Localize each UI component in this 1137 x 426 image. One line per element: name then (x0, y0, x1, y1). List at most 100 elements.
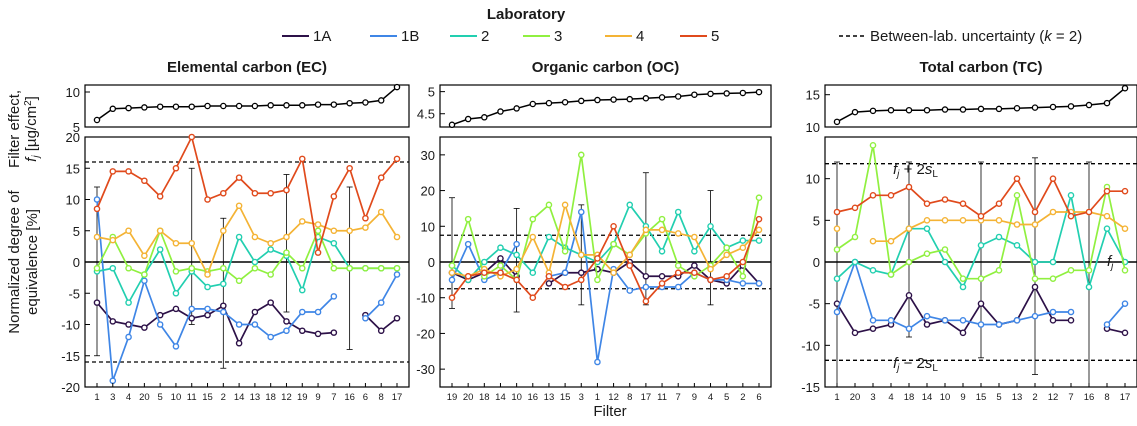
series-point (977, 212, 985, 220)
series-point (220, 308, 227, 316)
y-label-bottom-line1: Normalized degree of (6, 189, 23, 333)
series-point (235, 233, 243, 241)
series-point (481, 258, 488, 266)
series-point (1067, 192, 1075, 199)
series-point (851, 258, 859, 266)
xtick-label: 6 (363, 392, 368, 403)
xtick-label: 1 (94, 392, 99, 403)
xtick-label: 18 (265, 392, 276, 403)
series-point (513, 265, 520, 273)
filter-effect-point (1085, 101, 1093, 109)
filter-effect-point (299, 102, 306, 109)
filter-effect-point (141, 104, 148, 111)
filter-effect-point (448, 121, 456, 129)
series-3 (833, 142, 1129, 282)
series-point (959, 200, 967, 207)
series-point (172, 268, 180, 275)
series-point (561, 283, 569, 291)
xtick-label: 10 (940, 392, 951, 403)
series-point (1103, 187, 1111, 195)
series-point (1121, 329, 1129, 337)
xtick-label: 5 (724, 392, 729, 403)
series-point (1031, 208, 1039, 216)
filter-effect-point (267, 102, 274, 109)
series-point (529, 269, 537, 277)
xtick-label: 15 (202, 392, 213, 403)
series-point (172, 305, 180, 313)
series-point (93, 233, 101, 241)
series-point (393, 233, 401, 241)
series-point (1067, 317, 1075, 324)
series-point (204, 283, 211, 291)
filter-effect-point (513, 105, 520, 112)
filter-effect-point (626, 95, 633, 103)
series-point (561, 269, 569, 277)
series-point (739, 237, 747, 244)
y-label-top-line1: Filter effect, (6, 90, 23, 168)
series-point (755, 194, 763, 202)
series-point (642, 297, 650, 305)
series-point (156, 246, 164, 253)
deviation-ytick-label: 10 (421, 219, 435, 234)
series-point (362, 214, 369, 222)
xtick-label: 16 (528, 392, 539, 403)
series-point (851, 329, 859, 337)
series-point (869, 192, 877, 199)
filter-effect-point (1121, 84, 1129, 92)
deviation-ytick-label: 0 (813, 255, 820, 270)
filter-effect-point (346, 99, 353, 107)
series-point (577, 208, 585, 216)
series-point (235, 339, 243, 347)
series-point (1031, 258, 1039, 266)
panel-title: Elemental carbon (EC) (167, 59, 327, 76)
filter-effect-point (905, 106, 913, 114)
series-point (658, 272, 666, 280)
y-label-bottom-line2: equivalence [%] (24, 209, 41, 315)
series-point (959, 283, 967, 291)
series-point (464, 215, 472, 223)
series-point (251, 233, 259, 241)
series-point (941, 217, 949, 224)
xtick-label: 7 (1068, 392, 1073, 403)
filter-effect-point (1103, 99, 1111, 107)
series-point (109, 264, 117, 272)
series-point (1067, 267, 1075, 274)
series-point (267, 271, 274, 278)
series-5 (833, 175, 1129, 220)
y-label-top-line2: fj [µg/cm2] (23, 96, 42, 162)
filter-effect-point (642, 95, 650, 102)
series-point (1121, 187, 1129, 195)
series-point (658, 280, 666, 287)
xtick-label: 14 (922, 392, 933, 403)
series-point (125, 321, 132, 328)
series-point (109, 168, 117, 175)
series-point (1121, 300, 1129, 307)
xtick-label: 20 (139, 392, 150, 403)
filter-effect-point (959, 106, 967, 113)
series-point (267, 246, 274, 253)
series-point (995, 321, 1003, 328)
series-point (1085, 283, 1093, 291)
series-point (869, 317, 877, 324)
filter-effect-point (497, 108, 504, 115)
legend-uncertainty-label: Between-lab. uncertainty (k = 2) (870, 28, 1082, 45)
xtick-label: 3 (579, 392, 584, 403)
series-5 (448, 215, 763, 305)
series-point (267, 239, 274, 247)
xtick-label: 9 (692, 392, 697, 403)
xtick-label: 12 (608, 392, 619, 403)
tc-annotations: fj + 2sL fj − 2sL fj (893, 161, 1114, 374)
series-point (393, 271, 401, 278)
series-point (298, 264, 306, 272)
filter-effect-point (283, 102, 290, 109)
series-point (93, 205, 101, 213)
series-point (707, 265, 714, 273)
deviation-ytick-label: 10 (806, 172, 820, 187)
series-point (346, 227, 353, 235)
series-point (393, 314, 401, 322)
filter-effect-point (851, 108, 859, 116)
xtick-label: 17 (1120, 392, 1131, 403)
series-point (995, 267, 1003, 274)
series-point (283, 233, 290, 241)
series-point (156, 311, 164, 319)
